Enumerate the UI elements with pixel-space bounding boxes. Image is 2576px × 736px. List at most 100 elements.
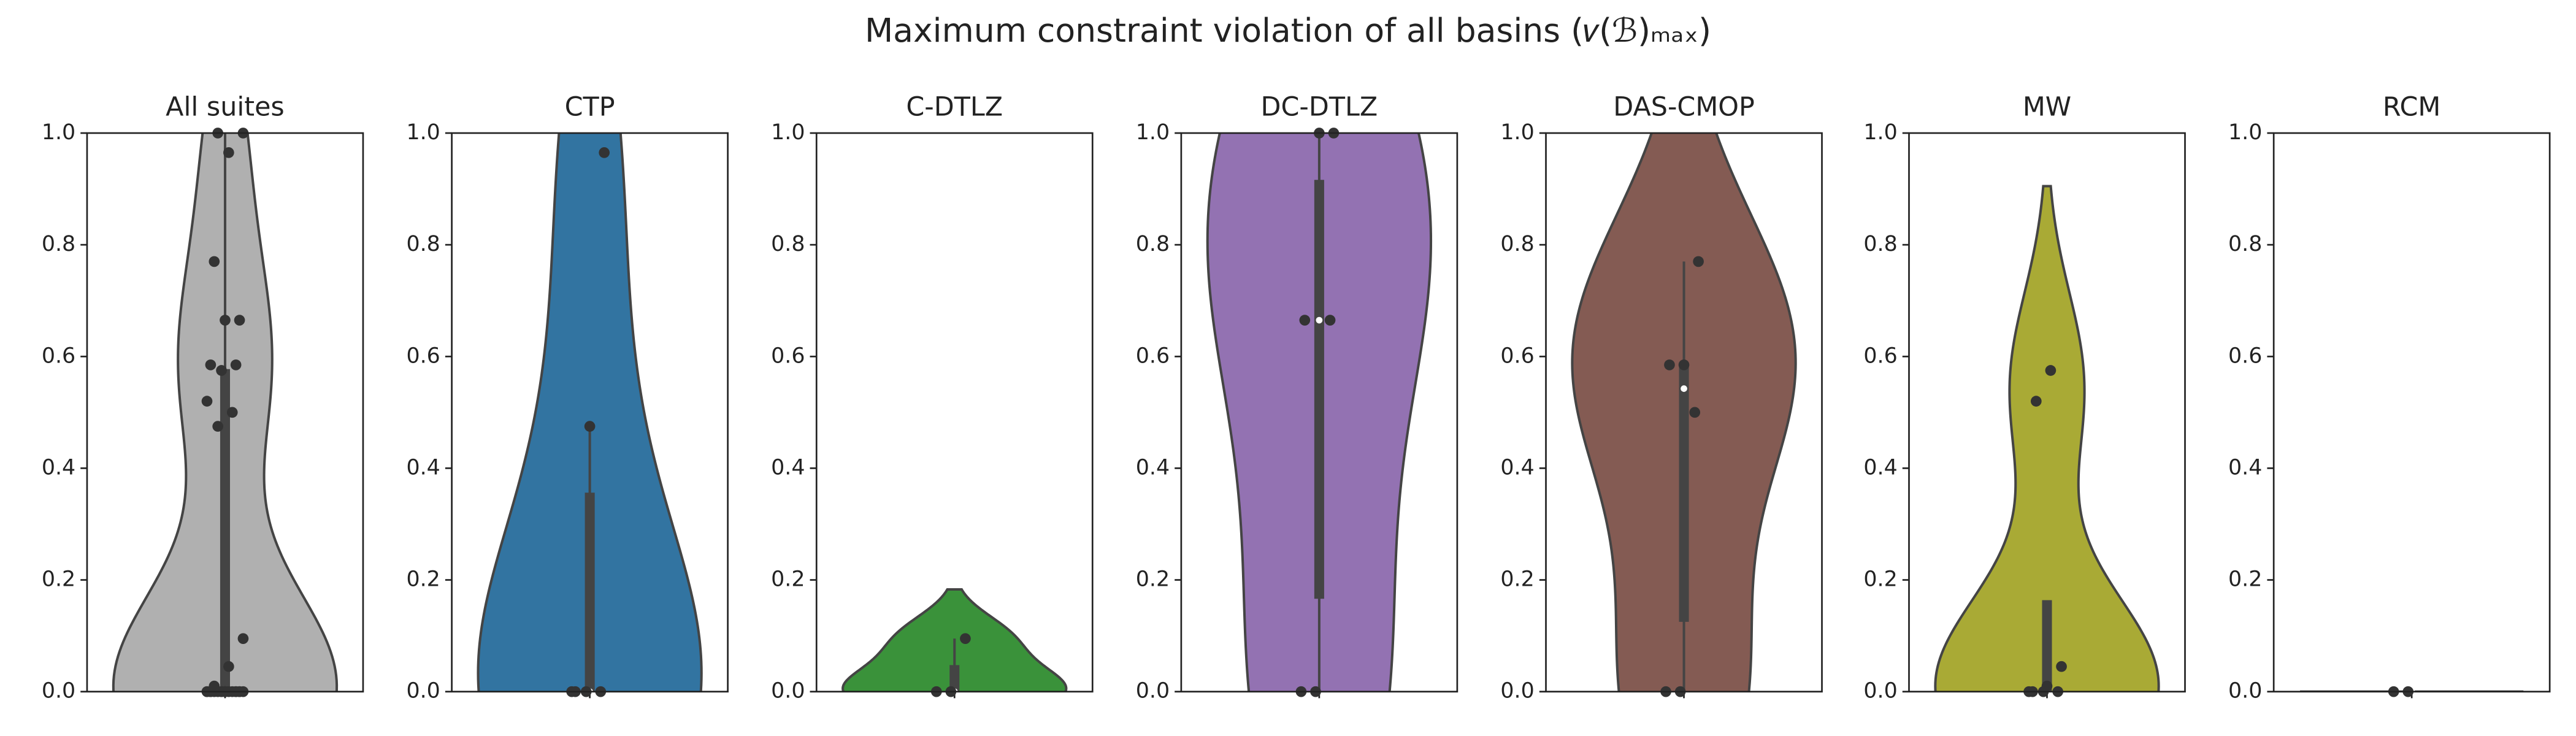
y-tick-label: 0.0: [1136, 679, 1170, 703]
y-tick-label: 0.4: [42, 455, 75, 480]
y-tick-label: 0.0: [1500, 679, 1534, 703]
panel-title: DAS-CMOP: [1613, 91, 1755, 122]
y-tick-label: 0.8: [406, 232, 440, 256]
plot-frame: [815, 132, 1094, 693]
y-tick-label: 1.0: [1136, 120, 1170, 145]
plot-frame: [1545, 132, 1823, 693]
y-tick-label: 0.2: [2228, 567, 2262, 592]
point: [2056, 661, 2067, 672]
y-tick-label: 0.6: [42, 343, 75, 368]
y-tick-label: 0.0: [771, 679, 805, 703]
panel-title: RCM: [2383, 91, 2441, 122]
point: [205, 359, 217, 370]
y-tick-label: 0.4: [1863, 455, 1897, 480]
violin-group: [841, 588, 1068, 692]
plot-frame: [1908, 132, 2186, 693]
y-tick-label: 1.0: [1500, 120, 1534, 145]
point: [223, 147, 234, 158]
y-tick-label: 0.2: [771, 567, 805, 592]
y-tick-label: 0.8: [1136, 232, 1170, 256]
violin-group: [1206, 132, 1433, 692]
panel: All suites 0.0 0.2 0.4 0.6 0.8 1.0: [42, 91, 364, 703]
point: [230, 359, 242, 370]
y-tick-label: 0.6: [1500, 343, 1534, 368]
y-tick-label: 0.2: [406, 567, 440, 592]
point: [209, 680, 220, 692]
y-tick-label: 0.4: [406, 455, 440, 480]
y-tick-label: 1.0: [2228, 120, 2262, 145]
y-tick-label: 0.6: [1863, 343, 1897, 368]
violin-group: [1571, 132, 1797, 692]
y-tick-label: 0.2: [42, 567, 75, 592]
point: [1664, 359, 1675, 370]
point: [1693, 256, 1704, 267]
panel: MW 0.0 0.2 0.4 0.6 0.8 1.0: [1863, 91, 2186, 703]
y-tick-label: 1.0: [406, 120, 440, 145]
violin: [477, 132, 703, 692]
panel-title: MW: [2023, 91, 2071, 122]
y-tick-label: 0.4: [1136, 455, 1170, 480]
y-tick-label: 0.0: [42, 679, 75, 703]
plot-frame: [2272, 132, 2551, 693]
panel-title: DC-DTLZ: [1261, 91, 1378, 122]
point: [2045, 365, 2057, 376]
panel-title: All suites: [166, 91, 285, 122]
point: [226, 407, 238, 418]
y-tick-label: 0.4: [771, 455, 805, 480]
point: [212, 421, 224, 432]
plot-frame: [86, 132, 364, 693]
point: [234, 315, 245, 326]
violin-group: [477, 132, 703, 692]
point: [1689, 407, 1701, 418]
y-tick-label: 0.8: [1863, 232, 1897, 256]
point: [216, 365, 227, 376]
y-tick-label: 0.6: [771, 343, 805, 368]
point: [599, 147, 610, 158]
y-tick-label: 0.0: [1863, 679, 1897, 703]
point: [223, 661, 234, 672]
panel: DAS-CMOP 0.0 0.2 0.4 0.6 0.8 1.0: [1500, 91, 1823, 703]
point: [220, 315, 231, 326]
y-tick-label: 1.0: [42, 120, 75, 145]
y-tick-label: 0.4: [1500, 455, 1534, 480]
point: [1299, 315, 1311, 326]
panel: C-DTLZ 0.0 0.2 0.4 0.6 0.8 1.0: [771, 91, 1094, 703]
figure-title: Maximum constraint violation of all basi…: [865, 11, 1711, 50]
point: [1324, 315, 1336, 326]
panel-title: C-DTLZ: [906, 91, 1003, 122]
y-tick-label: 0.8: [42, 232, 75, 256]
point: [2041, 680, 2053, 692]
y-tick-label: 0.0: [406, 679, 440, 703]
point: [960, 633, 971, 645]
y-tick-label: 0.2: [1500, 567, 1534, 592]
point: [1678, 359, 1690, 370]
y-tick-label: 1.0: [771, 120, 805, 145]
point: [584, 421, 596, 432]
point: [2030, 396, 2042, 407]
y-tick-label: 0.0: [2228, 679, 2262, 703]
y-tick-label: 0.6: [2228, 343, 2262, 368]
panel: RCM 0.0 0.2 0.4 0.6 0.8 1.0: [2228, 91, 2551, 703]
y-tick-label: 1.0: [1863, 120, 1897, 145]
y-tick-label: 0.6: [406, 343, 440, 368]
panel: DC-DTLZ 0.0 0.2 0.4 0.6 0.8 1.0: [1136, 91, 1459, 703]
y-tick-label: 0.2: [1136, 567, 1170, 592]
y-tick-label: 0.8: [771, 232, 805, 256]
y-tick-label: 0.4: [2228, 455, 2262, 480]
violin-group: [1934, 185, 2160, 692]
point: [201, 396, 213, 407]
y-tick-label: 0.8: [2228, 232, 2262, 256]
plot-frame: [1180, 132, 1459, 693]
y-tick-label: 0.8: [1500, 232, 1534, 256]
point: [237, 633, 249, 645]
plot-frame: [451, 132, 729, 693]
y-tick-label: 0.6: [1136, 343, 1170, 368]
median: [1681, 385, 1687, 392]
panel-title: CTP: [565, 91, 615, 122]
median: [1316, 316, 1323, 324]
panel: CTP 0.0 0.2 0.4 0.6 0.8 1.0: [406, 91, 729, 703]
violin: [1934, 185, 2160, 692]
y-tick-label: 0.2: [1863, 567, 1897, 592]
point: [209, 256, 220, 267]
